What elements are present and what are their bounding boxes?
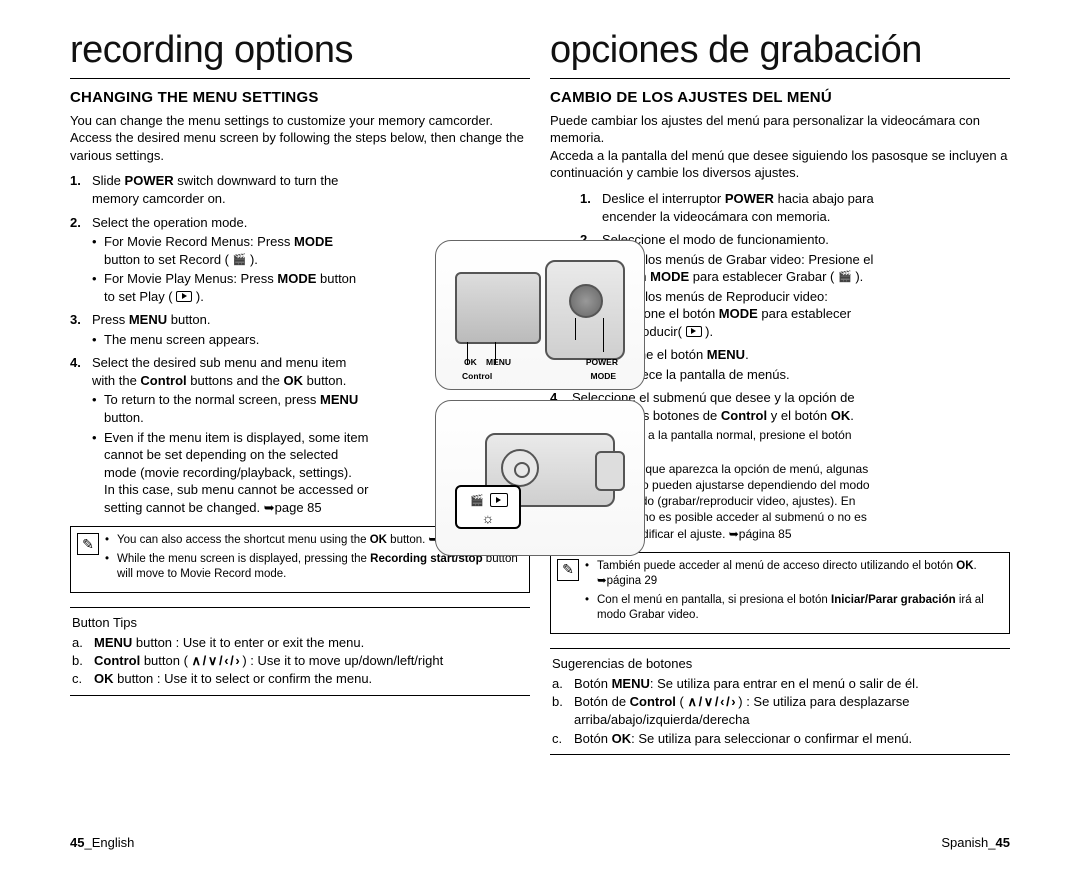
play-mode-icon xyxy=(490,493,508,507)
label-power: POWER xyxy=(586,357,618,367)
step-4-bullet-2: Even if the menu item is displayed, some… xyxy=(92,429,370,517)
left-title: recording options xyxy=(70,30,530,72)
right-button-tips: Sugerencias de botones a.Botón MENU: Se … xyxy=(550,648,1010,755)
record-icon xyxy=(838,270,852,285)
bt-a: MENU button : Use it to enter or exit th… xyxy=(94,634,364,652)
play-icon xyxy=(686,326,702,337)
step-4: 4.Select the desired sub menu and menu i… xyxy=(70,354,370,516)
left-intro: You can change the menu settings to cust… xyxy=(70,112,530,165)
bt-b: Control button ( ) : Use it to move up/d… xyxy=(94,652,443,670)
label-control: Control xyxy=(462,371,492,381)
left-footer: 45_English xyxy=(70,835,134,850)
settings-mode-icon xyxy=(479,511,497,525)
step-3-bullet-1: The menu screen appears. xyxy=(92,331,370,349)
title-divider xyxy=(70,78,530,79)
arrow-icons xyxy=(687,694,734,709)
left-subtitle: CHANGING THE MENU SETTINGS xyxy=(70,89,530,106)
button-tips-title: Button Tips xyxy=(72,614,528,632)
label-menu: MENU xyxy=(486,357,511,367)
figure-camcorder-closed xyxy=(435,400,645,556)
right-footer: Spanish_45 xyxy=(941,835,1010,850)
center-figures: OK MENU Control POWER MODE xyxy=(430,240,650,566)
step-1: 1.Slide POWER switch downward to turn th… xyxy=(70,172,370,207)
record-mode-icon xyxy=(468,493,486,507)
label-mode: MODE xyxy=(591,371,617,381)
step-2-bullet-1: For Movie Record Menus: Press MODE butto… xyxy=(92,233,370,268)
manual-page: recording options CHANGING THE MENU SETT… xyxy=(60,30,1020,850)
bt-a: Botón MENU: Se utiliza para entrar en el… xyxy=(574,675,919,693)
label-ok: OK xyxy=(464,357,477,367)
mode-callout xyxy=(455,485,521,529)
title-divider xyxy=(550,78,1010,79)
step-4-bullet-1: To return to the normal screen, press ME… xyxy=(92,391,370,426)
figure-camcorder-open: OK MENU Control POWER MODE xyxy=(435,240,645,390)
step-3: 3.Press MENU button. The menu screen app… xyxy=(70,311,370,348)
arrow-icons xyxy=(192,653,239,668)
button-tips-title: Sugerencias de botones xyxy=(552,655,1008,673)
step-2: 2.Select the operation mode. For Movie R… xyxy=(70,214,370,306)
right-intro: Puede cambiar los ajustes del menú para … xyxy=(550,112,1010,182)
bt-c: Botón OK: Se utiliza para seleccionar o … xyxy=(574,730,912,748)
bt-c: OK button : Use it to select or confirm … xyxy=(94,670,372,688)
step-1: 1.Deslice el interruptor POWER hacia aba… xyxy=(580,190,880,225)
bt-b: Botón de Control ( ) : Se utiliza para d… xyxy=(574,693,1008,729)
left-steps: 1.Slide POWER switch downward to turn th… xyxy=(70,172,370,516)
right-subtitle: CAMBIO DE LOS AJUSTES DEL MENÚ xyxy=(550,89,1010,106)
step-2-bullet-2: For Movie Play Menus: Press MODE button … xyxy=(92,270,370,305)
record-icon xyxy=(233,253,247,268)
left-button-tips: Button Tips a.MENU button : Use it to en… xyxy=(70,607,530,696)
right-tip-2: Con el menú en pantalla, si presiona el … xyxy=(585,593,1001,624)
play-icon xyxy=(176,291,192,302)
right-title: opciones de grabación xyxy=(550,30,1010,72)
